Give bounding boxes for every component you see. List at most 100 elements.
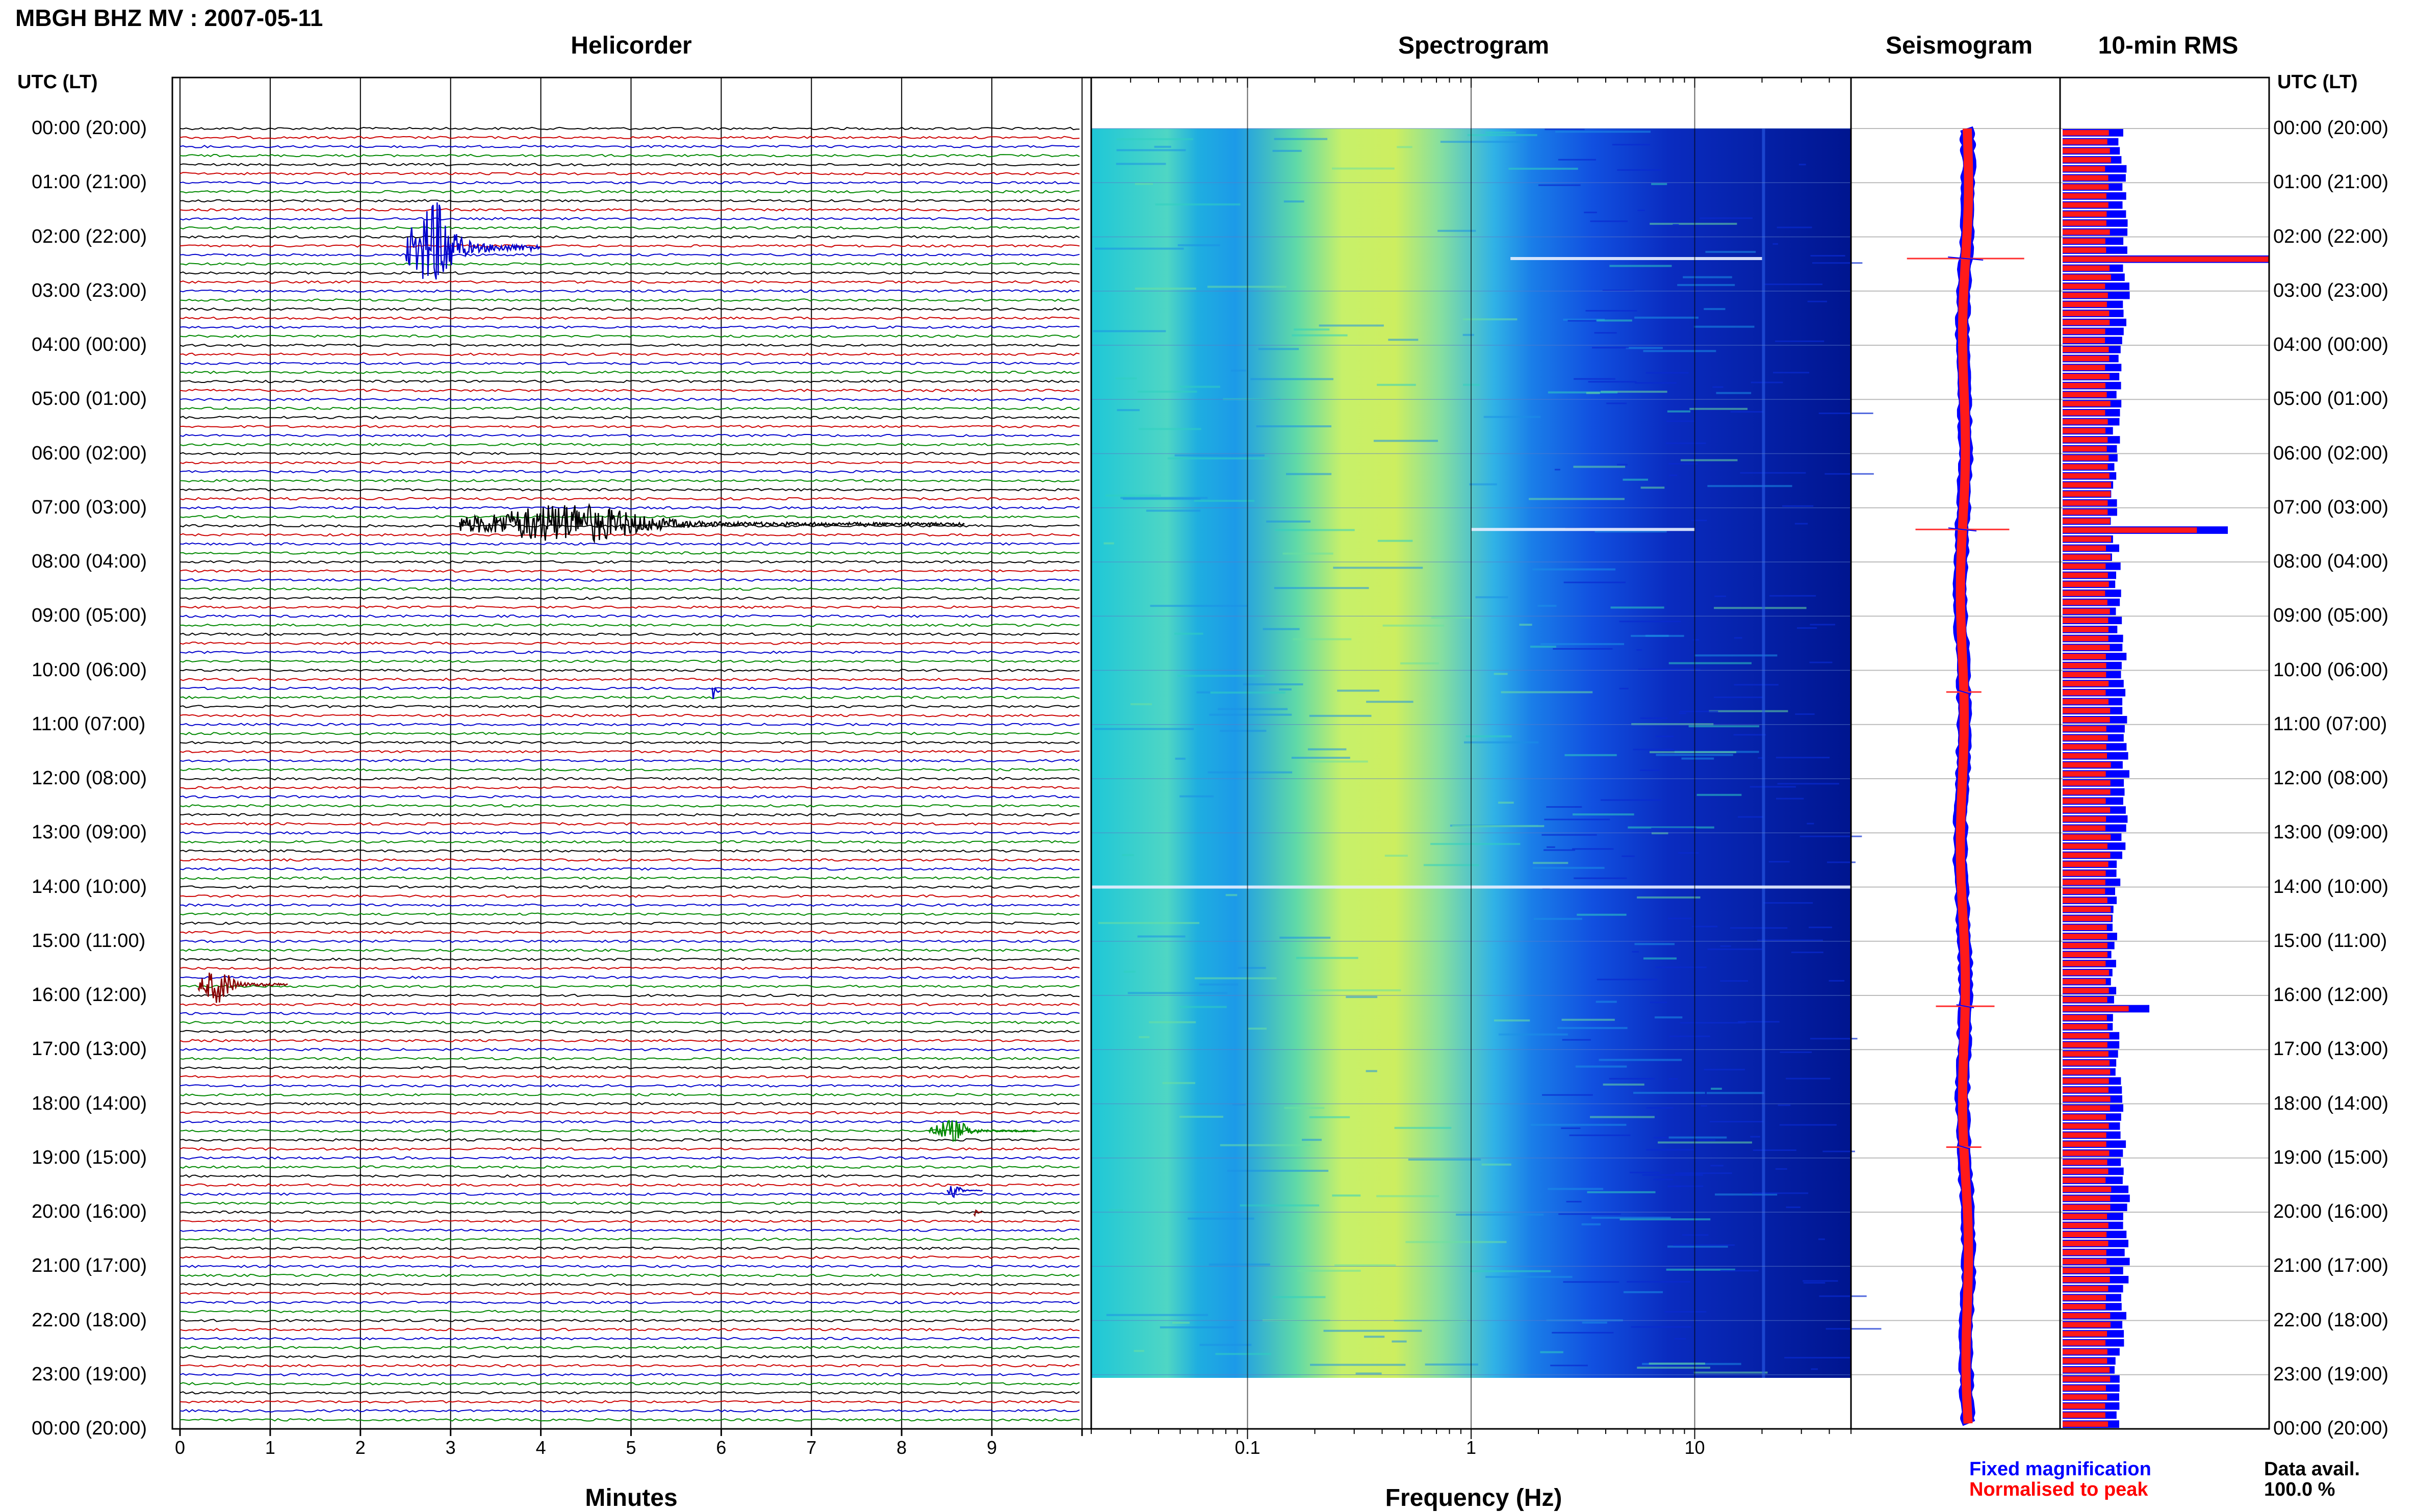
rms-bar-normalised (2063, 175, 2109, 181)
spectrogram-band (1116, 163, 1166, 165)
rms-bar-normalised (2063, 1015, 2107, 1021)
spectrogram-band (1819, 1295, 1867, 1297)
helicorder-trace (179, 1381, 1080, 1386)
rms-bar-normalised (2063, 997, 2107, 1003)
spectrogram-band (1308, 760, 1368, 763)
helicorder-trace (179, 1174, 1080, 1178)
time-label-right: 20:00 (16:00) (2273, 1201, 2389, 1222)
spectrogram-band (1584, 212, 1597, 214)
spectrogram-band (1825, 1328, 1882, 1330)
spectrogram-band (1810, 624, 1835, 626)
spectrogram-band (1177, 244, 1220, 246)
time-label-right: 22:00 (18:00) (2273, 1309, 2389, 1331)
rms-bar-normalised (2063, 130, 2109, 136)
helicorder-trace (179, 930, 1080, 934)
spectrogram-band (1696, 793, 1742, 796)
helicorder-trace (179, 452, 1080, 455)
helicorder-trace (179, 867, 1080, 871)
spectrogram-band (1123, 970, 1136, 973)
spectrogram-band (1655, 966, 1707, 968)
spectrogram-band (1508, 167, 1578, 170)
rms-bar-normalised (2063, 328, 2105, 335)
helicorder-trace (179, 307, 1080, 311)
spectrogram-band (1778, 1104, 1791, 1106)
time-label-right: 23:00 (19:00) (2273, 1363, 2389, 1385)
helicorder-trace (179, 984, 1079, 988)
rms-bar-normalised (2063, 1168, 2109, 1174)
spectrogram-band (1195, 977, 1277, 980)
spectrogram-band (1712, 386, 1724, 388)
spectrogram-band (1464, 741, 1539, 744)
helicorder-x-tick-label: 6 (716, 1437, 727, 1458)
helicorder-trace (179, 1283, 1080, 1286)
spectrogram-band (1649, 1362, 1705, 1365)
helicorder-trace (179, 1165, 1080, 1169)
spectrogram-band (1552, 1331, 1614, 1334)
spectrogram-band (1738, 816, 1763, 818)
spectrogram-band (1566, 1200, 1582, 1202)
spectrogram-band (1667, 1185, 1681, 1187)
spectrogram-band (1812, 262, 1863, 264)
spectrogram-x-tick-label: 10 (1684, 1437, 1705, 1458)
time-label-right: 08:00 (04:00) (2273, 551, 2389, 572)
spectrogram-band (1795, 713, 1815, 715)
spectrogram-band (1809, 927, 1832, 929)
spectrogram-band (1786, 1078, 1831, 1080)
spectrogram-band (1545, 129, 1585, 131)
spectrogram-band (1591, 1217, 1671, 1219)
spectrogram-band (1653, 1137, 1667, 1139)
spectrogram-band (1175, 757, 1186, 760)
rms-bar-normalised (2063, 898, 2107, 903)
rms-bar-normalised (2063, 1006, 2129, 1012)
rms-bar-normalised (2063, 699, 2109, 705)
spectrogram-band (1160, 1326, 1234, 1328)
time-label-right: 14:00 (10:00) (2273, 876, 2389, 898)
spectrogram-band (1120, 497, 1208, 499)
rms-bar-normalised (2063, 193, 2106, 199)
spectrogram-band (1548, 391, 1618, 394)
rms-bar-normalised (2063, 1304, 2106, 1310)
spectrogram-band (1452, 825, 1545, 827)
helicorder-trace (179, 1246, 1080, 1250)
helicorder-events (197, 202, 1037, 1217)
spectrogram-band (1307, 748, 1347, 751)
spectrogram-band (1355, 1372, 1382, 1375)
spectrogram-band (1710, 1165, 1724, 1167)
spectrogram-band (1668, 1078, 1678, 1080)
spectrogram-band (1780, 1051, 1812, 1053)
spectrogram-band (1669, 1035, 1710, 1037)
spectrogram-vertical-band (1762, 129, 1765, 1378)
spectrogram-band (1333, 567, 1423, 569)
spectrogram-band (1674, 1338, 1686, 1340)
spectrogram-band (1300, 989, 1401, 991)
helicorder-trace (179, 569, 1080, 573)
helicorder-trace (179, 289, 1080, 293)
helicorder-trace (179, 1047, 1080, 1052)
spectrogram-band (1707, 485, 1792, 488)
time-label-right: 00:00 (20:00) (2273, 117, 2389, 139)
time-label-left: 17:00 (13:00) (32, 1038, 147, 1060)
spectrogram-band (1769, 595, 1816, 597)
spectrogram-band (1651, 828, 1697, 829)
rms-bar-normalised (2063, 419, 2108, 425)
helicorder-trace (179, 587, 1080, 591)
data-avail-label: Data avail. (2264, 1458, 2360, 1480)
spectrogram-band (1638, 669, 1701, 671)
time-label-left: 12:00 (08:00) (32, 767, 147, 789)
rms-bar-normalised (2063, 934, 2107, 939)
spectrogram-band (1636, 649, 1642, 651)
time-label-left: 15:00 (11:00) (32, 930, 146, 952)
time-label-left: 13:00 (09:00) (32, 822, 147, 843)
spectrogram-band (1130, 703, 1152, 705)
helicorder-trace (179, 632, 1080, 636)
spectrogram-band (1603, 1083, 1644, 1086)
spectrogram-band (1218, 708, 1288, 710)
spectrogram-band (1669, 474, 1678, 476)
rms-bar-normalised (2063, 536, 2112, 542)
rms-bar-normalised (2063, 1385, 2106, 1391)
time-label-right: 15:00 (11:00) (2273, 930, 2387, 952)
spectrogram-band (1609, 265, 1672, 267)
rms-bar-normalised (2063, 1241, 2109, 1246)
spectrogram-band (1179, 795, 1214, 798)
helicorder-trace (179, 921, 1080, 925)
